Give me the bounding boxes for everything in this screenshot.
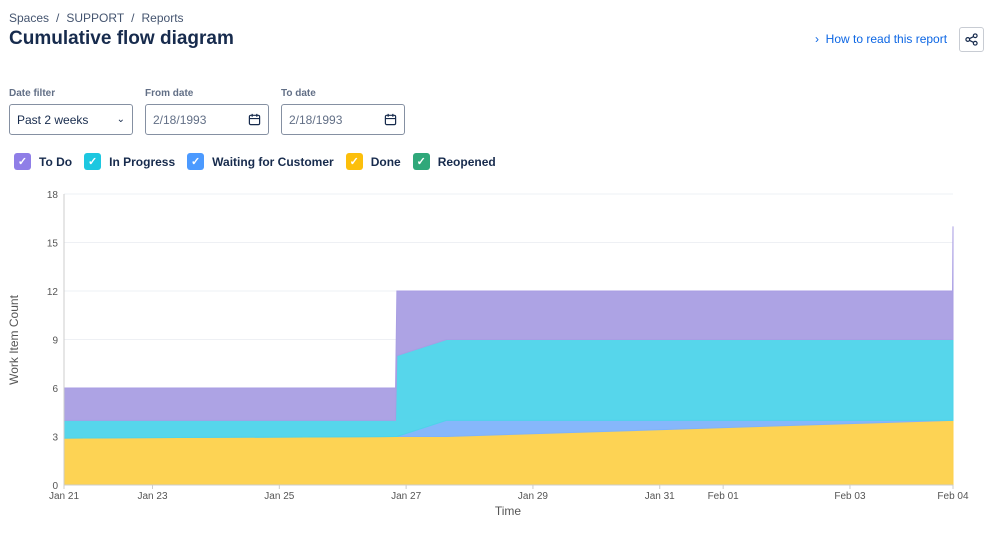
breadcrumb-reports[interactable]: Reports [141,11,184,25]
from-date-value: 2/18/1993 [153,112,207,127]
legend-label: In Progress [109,154,176,169]
x-tick-label: Feb 04 [937,491,969,502]
x-tick-label: Jan 25 [264,491,294,502]
from-date-input[interactable]: 2/18/1993 [145,104,269,135]
chart-legend: ✓ To Do ✓ In Progress ✓ Waiting for Custome… [14,153,496,170]
breadcrumb-spaces[interactable]: Spaces [9,11,50,25]
breadcrumb: Spaces / SUPPORT / Reports [9,11,184,25]
legend-item-done[interactable]: ✓ Done [345,153,401,170]
x-tick-label: Feb 01 [708,491,740,502]
legend-item-todo[interactable]: ✓ To Do [14,153,72,170]
x-tick-label: Jan 29 [518,491,548,502]
x-tick-label: Jan 23 [137,491,167,502]
chevron-right-icon: › [815,32,826,46]
legend-label: To Do [39,154,73,169]
page-title: Cumulative flow diagram [9,28,234,49]
y-tick-label: 18 [47,190,59,201]
checkbox-checked-icon[interactable]: ✓ [345,153,363,170]
y-tick-label: 12 [47,287,59,298]
how-to-read-label: How to read this report [825,32,948,46]
x-tick-label: Feb 03 [834,491,866,502]
area-to-do [63,226,954,421]
to-date-input[interactable]: 2/18/1993 [281,104,405,135]
share-icon [965,33,978,46]
date-filter-field: Date filter Past 2 weeks ⌄ [9,88,133,135]
y-tick-label: 3 [52,433,58,444]
to-date-label: To date [281,88,316,99]
checkbox-checked-icon[interactable]: ✓ [14,153,31,170]
checkbox-checked-icon[interactable]: ✓ [412,153,430,170]
y-tick-label: 6 [52,384,58,395]
chevron-down-icon: ⌄ [116,114,125,125]
checkbox-checked-icon[interactable]: ✓ [84,153,102,170]
date-filter-select[interactable]: Past 2 weeks ⌄ [9,104,133,135]
calendar-icon[interactable] [384,113,397,126]
how-to-read-link[interactable]: › How to read this report [815,32,947,46]
area-done [63,419,954,486]
from-date-label: From date [145,88,194,99]
share-button[interactable] [959,27,984,52]
breadcrumb-support[interactable]: SUPPORT [66,11,125,25]
to-date-value: 2/18/1993 [289,112,343,127]
date-filter-label: Date filter [9,88,56,99]
area-in-progress [63,339,954,439]
y-tick-label: 0 [52,481,58,492]
x-tick-label: Jan 27 [391,491,421,502]
x-tick-label: Jan 21 [49,491,79,502]
x-tick-label: Jan 31 [645,491,675,502]
date-filter-value: Past 2 weeks [17,112,89,127]
x-axis-label: Time [495,504,522,518]
to-date-field: To date 2/18/1993 [281,88,405,135]
legend-label: Reopened [437,154,496,169]
legend-label: Done [370,154,401,169]
y-tick-label: 9 [52,336,58,347]
y-axis-label: Work Item Count [7,294,21,384]
checkbox-checked-icon[interactable]: ✓ [187,153,205,170]
y-tick-label: 15 [47,239,59,250]
calendar-icon[interactable] [248,113,261,126]
legend-label: Waiting for Customer [212,154,334,169]
legend-item-waiting[interactable]: ✓ Waiting for Customer [187,153,334,170]
area-waiting-for-customer [63,419,953,439]
legend-item-reopened[interactable]: ✓ Reopened [412,153,496,170]
from-date-field: From date 2/18/1993 [145,88,269,135]
legend-item-in-progress[interactable]: ✓ In Progress [84,153,175,170]
